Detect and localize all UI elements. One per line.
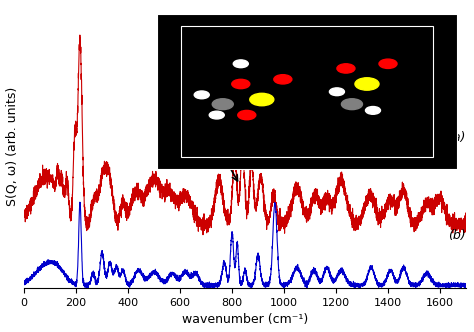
X-axis label: wavenumber (cm⁻¹): wavenumber (cm⁻¹) (182, 313, 308, 326)
Text: (a): (a) (448, 131, 465, 144)
Y-axis label: S(Q, ω) (arb. units): S(Q, ω) (arb. units) (6, 87, 18, 207)
Text: (b): (b) (448, 229, 465, 242)
